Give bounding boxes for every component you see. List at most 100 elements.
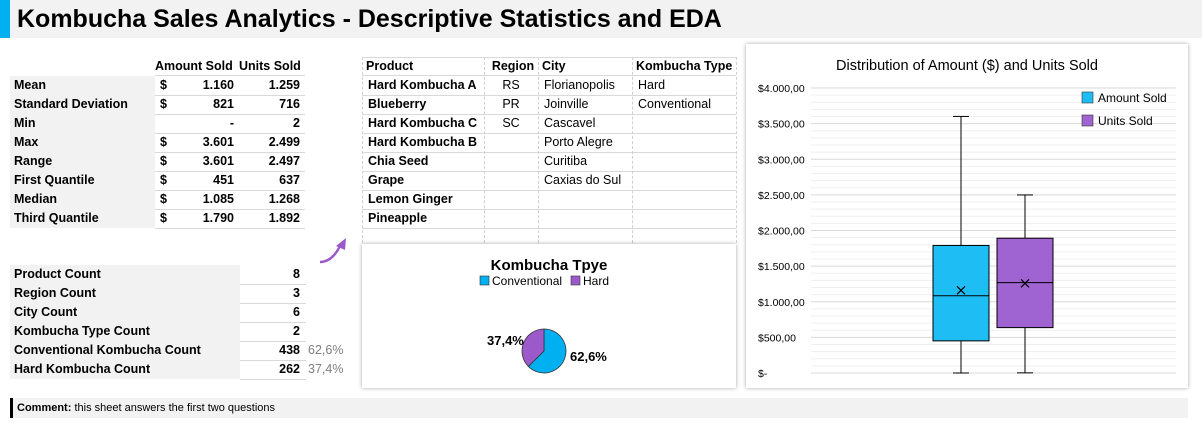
header-region: Region: [491, 59, 535, 73]
stat-units-value: 716: [279, 97, 300, 111]
count-percent: 62,6%: [308, 343, 344, 357]
count-value: 438: [279, 343, 300, 357]
grid-line: [362, 114, 736, 115]
grid-line: [240, 303, 306, 304]
grid-line: [362, 152, 736, 153]
count-label: Kombucha Type Count: [10, 322, 240, 341]
box-plot-chart: Distribution of Amount ($) and Units Sol…: [758, 58, 1176, 380]
count-percent: [308, 322, 348, 341]
city-cell: Florianopolis: [544, 78, 615, 92]
y-tick-label: $500,00: [758, 332, 796, 344]
city-cell: Caxias do Sul: [544, 173, 622, 187]
count-value: 8: [293, 267, 300, 281]
count-value: 3: [293, 286, 300, 300]
stat-currency: $: [160, 78, 167, 92]
y-tick-label: $2.000,00: [758, 226, 805, 238]
grid-line: [632, 57, 633, 243]
count-percent: [308, 303, 348, 322]
y-tick-label: $3.500,00: [758, 119, 805, 131]
stat-units-value: 1.259: [268, 78, 300, 92]
amount-sold-mean-marker: [956, 285, 966, 295]
grid-line: [155, 95, 305, 96]
grid-line: [736, 57, 737, 243]
stat-label: First Quantile: [10, 171, 155, 190]
header-product: Product: [366, 59, 414, 73]
header-amount-sold: Amount Sold: [155, 59, 233, 73]
stat-amount-value: 1.160: [202, 78, 234, 92]
count-label: City Count: [10, 303, 240, 322]
stat-label: Mean: [10, 76, 155, 95]
grid-line: [362, 209, 736, 210]
product-cell: Grape: [368, 173, 405, 187]
grid-line: [155, 75, 305, 76]
legend-swatch-units-sold: [1081, 114, 1094, 127]
product-cell: Blueberry: [368, 97, 427, 111]
product-cell: Hard Kombucha C: [368, 116, 478, 130]
count-value: 262: [279, 362, 300, 376]
city-cell: Porto Alegre: [544, 135, 613, 149]
header-kombucha-type: Kombucha Type: [636, 59, 733, 73]
count-label: Conventional Kombucha Count: [10, 341, 240, 360]
grid-line: [240, 379, 306, 380]
stat-currency: $: [160, 154, 167, 168]
count-percent: 37,4%: [308, 362, 344, 376]
grid-line: [240, 360, 306, 361]
grid-line: [240, 284, 306, 285]
legend-label-amount-sold: Amount Sold: [1098, 91, 1167, 105]
stat-units-value: 2.499: [268, 135, 300, 149]
stat-label: Median: [10, 190, 155, 209]
grid-line: [362, 190, 736, 191]
comment-text: Comment: this sheet answers the first tw…: [17, 398, 275, 418]
stat-currency: [160, 114, 174, 133]
count-value: 2: [293, 324, 300, 338]
product-cell: Lemon Ginger: [368, 192, 453, 206]
y-tick-label: $4.000,00: [758, 83, 805, 95]
stat-amount-value: -: [229, 116, 234, 130]
city-cell: Joinville: [544, 97, 589, 111]
stat-units-value: 2: [293, 116, 300, 130]
product-cell: Hard Kombucha A: [368, 78, 477, 92]
region-cell: RS: [502, 78, 520, 92]
amount-sold-box: [932, 244, 990, 342]
legend-label-conventional: Conventional: [492, 274, 562, 288]
city-cell: Curitiba: [544, 154, 588, 168]
region-cell: SC: [502, 116, 520, 130]
box-plot-title: Distribution of Amount ($) and Units Sol…: [836, 58, 1098, 74]
stat-label: Third Quantile: [10, 209, 155, 228]
stat-label: Range: [10, 152, 155, 171]
grid-line: [362, 75, 736, 76]
box-plot-panel: Distribution of Amount ($) and Units Sol…: [746, 44, 1188, 388]
legend-swatch-conventional: [479, 275, 490, 286]
grid-line: [155, 190, 305, 191]
stat-label: Max: [10, 133, 155, 152]
product-cell: Hard Kombucha B: [368, 135, 478, 149]
comment-body: this sheet answers the first two questio…: [74, 402, 275, 414]
grid-line: [362, 228, 736, 229]
stat-amount-value: 3.601: [202, 135, 234, 149]
pie-chart-panel: Kombucha Tpye Conventional Hard 37,4% 62…: [362, 244, 736, 388]
grid-line: [155, 114, 305, 115]
y-tick-label: $1.000,00: [758, 297, 805, 309]
count-percent: [308, 284, 348, 303]
grid-line: [362, 95, 736, 96]
stat-currency: $: [160, 192, 167, 206]
stat-currency: $: [160, 97, 167, 111]
grid-line: [155, 133, 305, 134]
grid-line: [362, 57, 363, 243]
legend-swatch-hard: [570, 275, 581, 286]
stat-label: Min: [10, 114, 155, 133]
region-cell: PR: [502, 97, 520, 111]
pie-chart-title: Kombucha Tpye: [491, 257, 608, 274]
stat-units-value: 1.268: [268, 192, 300, 206]
grid-line: [155, 209, 305, 210]
grid-line: [362, 133, 736, 134]
legend-label-units-sold: Units Sold: [1098, 114, 1153, 128]
curved-arrow-icon: [319, 238, 346, 264]
count-label: Hard Kombucha Count: [10, 360, 240, 379]
type-cell: Conventional: [638, 97, 711, 111]
type-cell: Hard: [638, 78, 666, 92]
units-sold-mean-marker: [1020, 278, 1030, 288]
grid-line: [538, 57, 539, 243]
y-tick-label: $1.500,00: [758, 261, 805, 273]
header-city: City: [542, 59, 566, 73]
